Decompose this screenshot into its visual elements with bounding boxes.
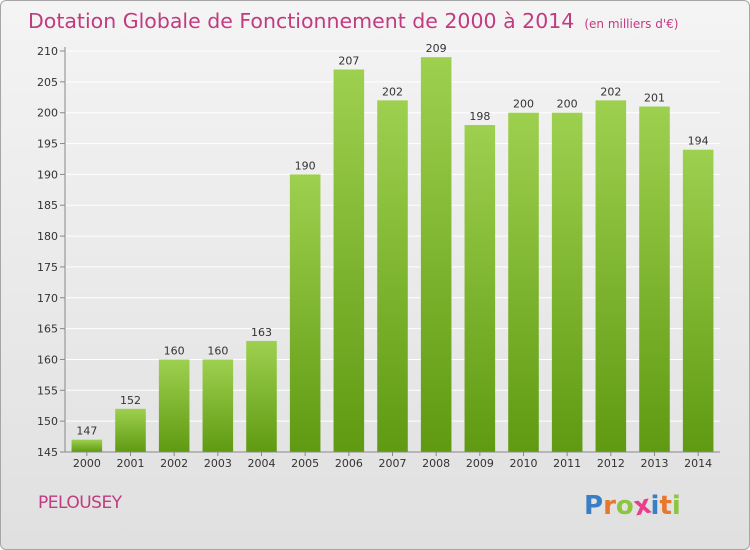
bar-value-label: 194 bbox=[688, 135, 709, 148]
y-tick-label: 185 bbox=[37, 199, 58, 212]
x-tick-label: 2003 bbox=[204, 457, 232, 470]
bar-value-label: 163 bbox=[251, 326, 272, 339]
bar-2003 bbox=[202, 359, 234, 452]
proxiti-logo: Proxiti bbox=[584, 490, 681, 523]
bar-2014 bbox=[682, 149, 714, 452]
x-tick-label: 2013 bbox=[641, 457, 669, 470]
x-tick-label: 2011 bbox=[553, 457, 581, 470]
y-tick-label: 165 bbox=[37, 323, 58, 336]
y-tick-label: 170 bbox=[37, 292, 58, 305]
bar-value-label: 147 bbox=[76, 425, 97, 438]
bar-value-label: 201 bbox=[644, 92, 665, 105]
x-tick-label: 2008 bbox=[422, 457, 450, 470]
logo-letter: t bbox=[659, 491, 672, 521]
x-tick-label: 2014 bbox=[684, 457, 712, 470]
bar-2011 bbox=[551, 112, 583, 452]
y-tick-label: 200 bbox=[37, 107, 58, 120]
y-tick-label: 195 bbox=[37, 138, 58, 151]
logo-letter: r bbox=[603, 491, 616, 521]
x-tick-label: 2002 bbox=[160, 457, 188, 470]
bar-2007 bbox=[377, 100, 408, 452]
bar-value-label: 160 bbox=[207, 344, 228, 357]
x-tick-label: 2004 bbox=[248, 457, 276, 470]
bar-value-label: 198 bbox=[469, 110, 490, 123]
bar-2002 bbox=[158, 359, 190, 452]
chart-title-text: Dotation Globale de Fonctionnement de 20… bbox=[28, 9, 575, 33]
bar-2004 bbox=[246, 340, 277, 452]
y-tick-label: 160 bbox=[37, 353, 58, 366]
bar-2010 bbox=[508, 112, 539, 452]
chart-unit-note: (en milliers d'€) bbox=[584, 17, 679, 31]
x-tick-label: 2000 bbox=[73, 457, 101, 470]
bar-2013 bbox=[639, 106, 670, 453]
bar-value-label: 190 bbox=[295, 159, 316, 172]
x-tick-label: 2010 bbox=[510, 457, 538, 470]
y-tick-label: 180 bbox=[37, 230, 58, 243]
y-tick-label: 205 bbox=[37, 76, 58, 89]
x-tick-label: 2009 bbox=[466, 457, 494, 470]
bar-value-label: 200 bbox=[557, 98, 578, 111]
bar-2012 bbox=[595, 100, 627, 452]
bar-value-label: 160 bbox=[164, 344, 185, 357]
logo-letter: P bbox=[584, 491, 604, 521]
bar-value-label: 207 bbox=[338, 55, 359, 68]
y-tick-label: 190 bbox=[37, 168, 58, 181]
y-tick-label: 150 bbox=[37, 415, 58, 428]
y-tick-label: 155 bbox=[37, 384, 58, 397]
y-tick-label: 175 bbox=[37, 261, 58, 274]
bar-value-label: 202 bbox=[382, 85, 403, 98]
logo-letter: i bbox=[650, 491, 660, 521]
x-tick-label: 2001 bbox=[117, 457, 145, 470]
bar-value-label: 152 bbox=[120, 394, 141, 407]
bar-2006 bbox=[333, 69, 365, 452]
logo-letter: o bbox=[615, 491, 634, 521]
bar-2008 bbox=[420, 57, 452, 453]
bar-2005 bbox=[289, 174, 321, 452]
bar-value-label: 202 bbox=[600, 85, 621, 98]
y-tick-label: 210 bbox=[37, 45, 58, 58]
x-tick-label: 2005 bbox=[291, 457, 319, 470]
bar-value-label: 200 bbox=[513, 98, 534, 111]
chart-title: Dotation Globale de Fonctionnement de 20… bbox=[28, 9, 678, 33]
bar-value-label: 209 bbox=[426, 42, 447, 55]
x-tick-label: 2007 bbox=[379, 457, 407, 470]
bar-2000 bbox=[71, 439, 103, 452]
axes-group: 145 150 155 160 165 170 175 180 185 190 195 200 205 2… bbox=[37, 45, 720, 470]
x-tick-label: 2012 bbox=[597, 457, 625, 470]
x-tick-label: 2006 bbox=[335, 457, 363, 470]
y-tick-label: 145 bbox=[37, 446, 58, 459]
commune-name: PELOUSEY bbox=[38, 493, 122, 513]
bar-2009 bbox=[464, 125, 496, 453]
bars-group: 147 152 160 160 163 190 207 202 209 198 200 200 202 2… bbox=[71, 42, 714, 453]
logo-letter: i bbox=[671, 491, 681, 521]
bar-2001 bbox=[115, 408, 146, 452]
